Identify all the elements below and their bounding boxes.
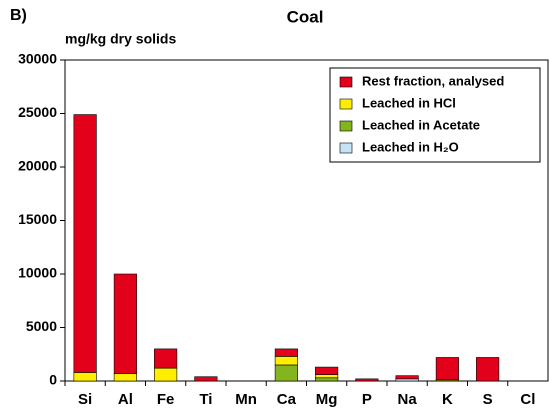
x-tick-label: K (442, 391, 453, 408)
x-tick-label: Mn (235, 391, 257, 408)
bar-segment (395, 378, 419, 382)
legend-swatch (339, 76, 353, 88)
x-tick-label: Cl (520, 391, 535, 408)
y-tick-label: 30000 (18, 51, 57, 67)
chart-title: Coal (287, 7, 324, 26)
x-tick-label: Fe (157, 391, 175, 408)
panel-label: B) (10, 7, 27, 24)
x-tick-label: Ti (199, 391, 212, 408)
legend-label: Leached in HCl (362, 95, 456, 110)
x-tick-label: Ca (277, 391, 297, 408)
bar-segment (73, 372, 97, 382)
bar-segment (476, 357, 500, 382)
y-axis-label: mg/kg dry solids (65, 31, 176, 47)
bar-segment (113, 273, 137, 374)
legend-label: Leached in H₂O (362, 139, 459, 154)
bar-segment (274, 356, 298, 366)
y-tick-label: 10000 (18, 265, 57, 281)
bar-segment (315, 374, 339, 379)
legend-label: Leached in Acetate (362, 117, 480, 132)
legend-swatch (339, 120, 353, 132)
x-tick-label: Na (398, 391, 418, 408)
bar-segment (315, 366, 339, 375)
x-tick-label: P (362, 391, 372, 408)
y-tick-label: 20000 (18, 158, 57, 174)
bar-segment (113, 373, 137, 382)
bar-segment (315, 377, 339, 382)
y-tick-label: 25000 (18, 104, 57, 120)
y-tick-label: 15000 (18, 211, 57, 227)
bar-segment (355, 378, 379, 382)
bar-segment (395, 375, 419, 380)
bar-segment (73, 114, 97, 373)
legend-swatch (339, 142, 353, 154)
y-tick-label: 0 (49, 372, 57, 388)
bar-segment (435, 357, 459, 381)
y-tick-label: 5000 (26, 318, 57, 334)
legend-label: Rest fraction, analysed (362, 73, 504, 88)
x-tick-label: Al (118, 391, 133, 408)
bar-segment (194, 376, 218, 382)
legend-box (329, 67, 541, 163)
x-tick-label: Si (78, 391, 92, 408)
bar-segment (274, 348, 298, 357)
bar-segment (154, 367, 178, 382)
x-tick-label: Mg (316, 391, 338, 408)
x-tick-label: S (483, 391, 493, 408)
legend-swatch (339, 98, 353, 110)
bar-segment (154, 348, 178, 369)
bar-segment (274, 364, 298, 382)
